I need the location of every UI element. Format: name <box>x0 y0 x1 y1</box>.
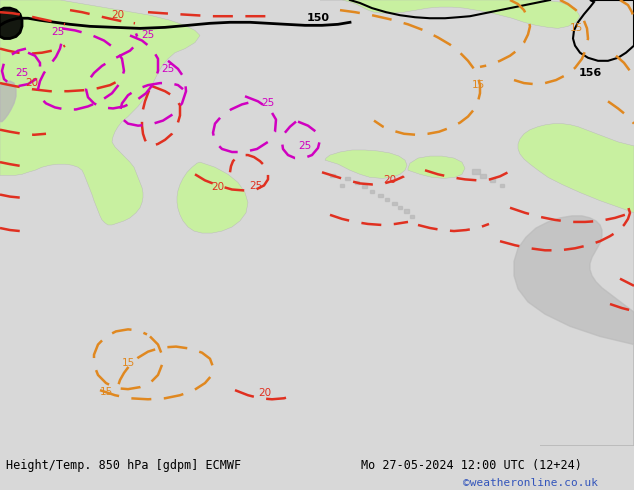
Text: 15: 15 <box>471 80 484 90</box>
Polygon shape <box>320 0 580 28</box>
Text: 20: 20 <box>211 182 224 193</box>
Text: 25: 25 <box>141 30 155 41</box>
Text: 25: 25 <box>15 68 29 78</box>
Text: 20: 20 <box>384 175 396 185</box>
Text: 25: 25 <box>249 181 262 192</box>
Text: 25: 25 <box>261 98 275 108</box>
Text: 20: 20 <box>259 388 271 398</box>
Polygon shape <box>340 184 344 188</box>
Text: 15: 15 <box>121 358 134 368</box>
Text: Height/Temp. 850 hPa [gdpm] ECMWF: Height/Temp. 850 hPa [gdpm] ECMWF <box>6 459 242 472</box>
Polygon shape <box>177 162 248 233</box>
Polygon shape <box>362 185 367 189</box>
Polygon shape <box>0 8 22 39</box>
Text: 20: 20 <box>112 10 124 20</box>
Text: 20: 20 <box>25 78 39 88</box>
Polygon shape <box>392 202 397 205</box>
Polygon shape <box>518 123 634 446</box>
Polygon shape <box>410 215 414 218</box>
Polygon shape <box>490 178 495 182</box>
Text: ©weatheronline.co.uk: ©weatheronline.co.uk <box>463 478 598 488</box>
Text: 15: 15 <box>100 387 113 397</box>
Polygon shape <box>385 197 389 201</box>
Polygon shape <box>500 184 504 188</box>
Polygon shape <box>0 81 16 122</box>
Polygon shape <box>472 169 480 174</box>
Polygon shape <box>404 209 409 213</box>
Polygon shape <box>330 174 335 177</box>
Polygon shape <box>355 181 359 184</box>
Polygon shape <box>378 194 383 196</box>
Polygon shape <box>480 174 486 178</box>
Polygon shape <box>0 0 200 225</box>
Polygon shape <box>345 177 350 180</box>
Polygon shape <box>398 206 402 209</box>
Text: 156: 156 <box>578 68 602 78</box>
Text: 25: 25 <box>51 27 65 37</box>
Text: 25: 25 <box>162 64 174 74</box>
Text: 150: 150 <box>306 13 330 23</box>
Polygon shape <box>325 150 407 178</box>
Polygon shape <box>514 216 634 446</box>
Polygon shape <box>408 156 465 178</box>
Polygon shape <box>370 190 374 193</box>
Text: 25: 25 <box>299 141 312 151</box>
Text: 15: 15 <box>569 24 583 33</box>
Text: Mo 27-05-2024 12:00 UTC (12+24): Mo 27-05-2024 12:00 UTC (12+24) <box>361 459 582 472</box>
